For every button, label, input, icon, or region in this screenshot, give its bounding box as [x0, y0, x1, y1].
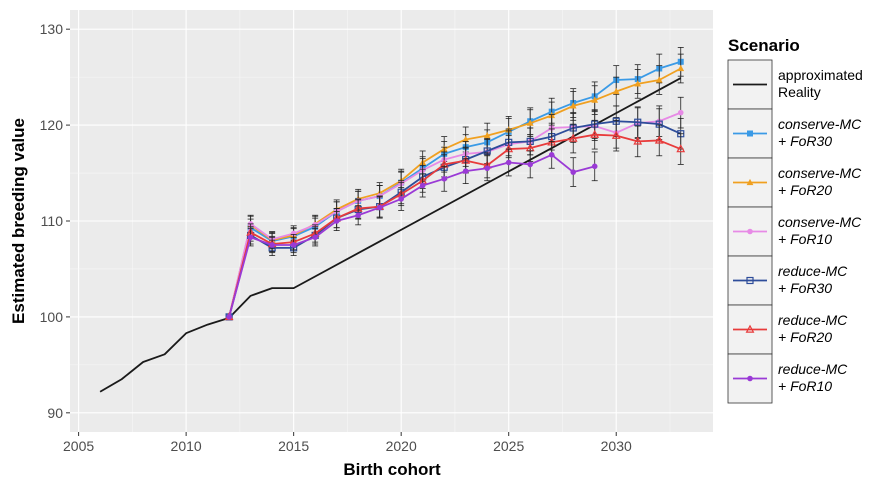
legend-label-line1: approximated	[778, 67, 863, 83]
legend-item: reduce-MC+ FoR20	[727, 304, 848, 355]
data-point	[527, 161, 534, 168]
data-point	[484, 165, 490, 172]
legend-label-line2: + FoR30	[778, 280, 832, 296]
y-tick-label: 120	[40, 117, 64, 133]
data-point	[462, 135, 470, 143]
legend-label-line2: + FoR20	[778, 182, 832, 198]
data-point	[677, 109, 684, 116]
data-point	[247, 234, 254, 241]
series-line	[99, 77, 682, 393]
data-point	[483, 132, 491, 139]
y-tick-label: 100	[40, 309, 64, 325]
x-axis-title: Birth cohort	[343, 460, 441, 479]
legend-key-marker	[747, 375, 753, 382]
legend-title: Scenario	[728, 36, 800, 55]
y-axis-ticks: 90 100 110 120 130	[40, 21, 70, 421]
data-point	[634, 118, 642, 126]
grid	[70, 10, 713, 432]
y-tick-label: 110	[41, 213, 64, 229]
data-point	[634, 80, 642, 87]
data-point	[441, 176, 447, 182]
y-tick-label: 90	[47, 405, 63, 421]
y-axis-title: Estimated breeding value	[9, 118, 28, 324]
data-point	[462, 168, 469, 174]
legend-label-line2: + FoR10	[778, 378, 832, 394]
legend-item: reduce-MC+ FoR30	[727, 255, 848, 306]
data-point	[505, 159, 512, 166]
data-point	[676, 144, 686, 153]
data-point	[312, 234, 318, 241]
data-point	[569, 102, 577, 109]
data-point	[355, 212, 361, 219]
x-axis-ticks: 2005 2010 2015 2020 2025 2030	[63, 432, 632, 454]
legend-item: conserve-MC+ FoR10	[727, 206, 862, 257]
data-point	[376, 204, 383, 211]
legend-label-line2: + FoR30	[778, 133, 832, 149]
data-point	[655, 76, 663, 83]
legend-label-line1: reduce-MC	[778, 263, 848, 279]
legend-label-line1: conserve-MC	[778, 214, 862, 230]
data-point	[398, 196, 404, 202]
series-line	[228, 60, 682, 318]
x-tick-label: 2005	[63, 438, 94, 454]
data-point	[611, 130, 621, 139]
legend-key-marker	[745, 324, 755, 333]
legend-label-line1: reduce-MC	[778, 361, 848, 377]
legend-label-line1: reduce-MC	[778, 312, 848, 328]
data-point	[269, 242, 275, 248]
data-point	[526, 119, 534, 126]
series-line	[228, 111, 682, 318]
legend-item: conserve-MC+ FoR30	[727, 108, 862, 159]
x-tick-label: 2030	[601, 438, 632, 454]
legend-item: reduce-MC+ FoR10	[727, 353, 848, 404]
data-point	[590, 129, 600, 138]
legend-key-marker	[746, 276, 754, 285]
data-point	[612, 87, 620, 95]
series-line	[228, 153, 595, 318]
data-point	[591, 96, 599, 103]
x-tick-label: 2020	[386, 438, 417, 454]
legend-key-marker	[746, 178, 754, 186]
series-group	[99, 77, 682, 393]
data-point	[419, 182, 426, 189]
x-tick-label: 2025	[493, 438, 524, 454]
data-point	[290, 230, 297, 237]
data-point	[677, 64, 685, 72]
legend-label-line2: Reality	[778, 84, 821, 100]
data-point	[290, 242, 297, 248]
y-tick-label: 130	[40, 21, 64, 37]
legend-label-line1: conserve-MC	[778, 165, 862, 181]
legend-key-marker	[747, 130, 753, 137]
legend-label-line2: + FoR20	[778, 329, 832, 345]
x-tick-label: 2015	[278, 438, 309, 454]
data-point	[548, 152, 555, 158]
x-tick-label: 2010	[171, 438, 202, 454]
data-point	[570, 169, 577, 175]
series-group	[226, 140, 598, 320]
legend-key-marker	[747, 228, 753, 235]
data-point	[591, 163, 598, 170]
data-point	[654, 135, 664, 144]
legend-label-line2: + FoR10	[778, 231, 832, 247]
legend-item: conserve-MC+ FoR20	[727, 157, 862, 208]
data-point	[568, 133, 578, 142]
data-point	[333, 218, 340, 224]
legend-label-line1: conserve-MC	[778, 116, 862, 132]
series-line	[228, 133, 682, 318]
data-point	[226, 314, 232, 320]
series-layer	[99, 47, 686, 393]
data-point	[633, 136, 643, 145]
